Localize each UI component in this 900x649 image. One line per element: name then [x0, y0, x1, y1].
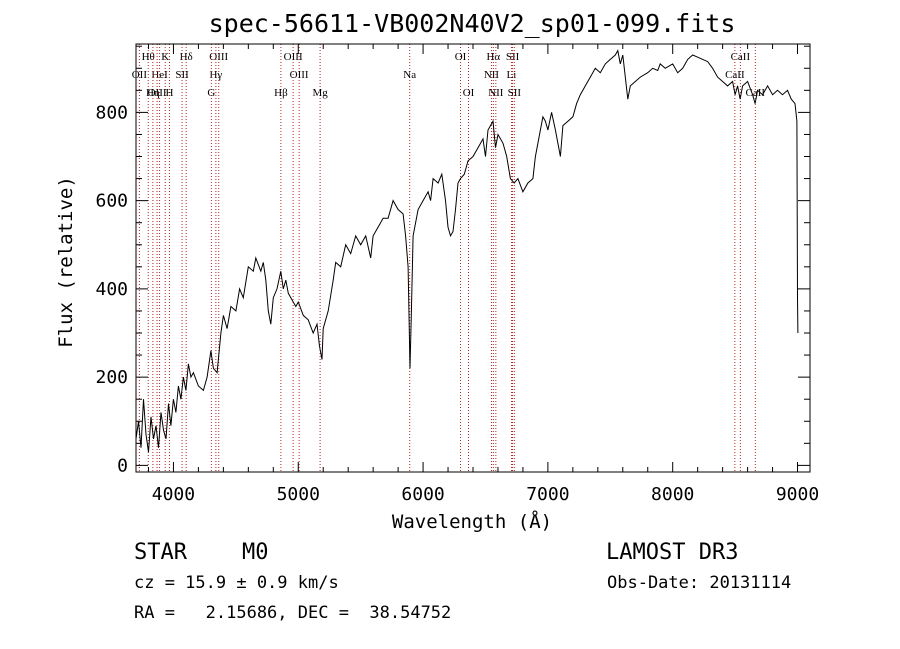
line-marker-label: OII — [132, 69, 148, 81]
line-marker-label: SII — [175, 69, 189, 81]
line-marker-label: Hη — [146, 87, 160, 99]
object-class: STAR — [134, 540, 187, 565]
redshift-cz: cz = 15.9 ± 0.9 km/s — [134, 573, 339, 593]
line-marker-label: Hδ — [180, 51, 193, 63]
obs-date: Obs-Date: 20131114 — [607, 573, 792, 593]
line-marker-label: Hα — [486, 51, 500, 63]
line-marker-label: OIII — [290, 69, 309, 81]
x-tick-label: 7000 — [526, 484, 569, 505]
line-marker-label: CaII — [746, 87, 766, 99]
line-marker-label: NII — [484, 69, 500, 81]
y-tick-label: 600 — [95, 191, 128, 212]
y-tick-label: 0 — [117, 455, 128, 476]
y-tick-label: 200 — [95, 367, 128, 388]
survey-name: LAMOST DR3 — [606, 540, 739, 565]
line-marker-label: HeI — [151, 69, 168, 81]
line-marker-label: H — [165, 87, 173, 99]
line-marker-label: Hγ — [209, 69, 222, 81]
line-marker-label: G — [207, 87, 215, 99]
spectrum-line — [135, 49, 799, 453]
y-tick-label: 400 — [95, 279, 128, 300]
line-marker-label: SII — [506, 51, 520, 63]
line-marker-label: OIII — [209, 51, 228, 63]
x-tick-label: 5000 — [277, 484, 320, 505]
line-marker-label: Hθ — [142, 51, 155, 63]
line-marker-label: Li — [507, 69, 517, 81]
line-marker-label: Mg — [312, 87, 328, 99]
y-axis-label: Flux (relative) — [55, 176, 77, 348]
line-marker-label: Hβ — [274, 87, 288, 99]
line-marker-label: CaII — [731, 51, 751, 63]
x-tick-label: 4000 — [152, 484, 195, 505]
line-marker-label: SII — [508, 87, 522, 99]
line-marker-label: OI — [455, 51, 467, 63]
x-tick-label: 6000 — [401, 484, 444, 505]
line-marker-label: K — [161, 51, 169, 63]
line-markers: Hθ K Hδ OIII OIII OI Hα SII CaII OII HeI SII Hγ OIII N… — [132, 44, 766, 472]
x-tick-label: 9000 — [776, 484, 819, 505]
ra-dec-coordinates: RA = 2.15686, DEC = 38.54752 — [134, 603, 452, 623]
line-marker-label: Na — [403, 69, 416, 81]
line-marker-label: OIII — [284, 51, 303, 63]
plot-frame — [135, 43, 811, 473]
x-tick-label: 8000 — [651, 484, 694, 505]
object-subclass: M0 — [242, 540, 269, 565]
line-marker-label: NII — [488, 87, 504, 99]
y-tick-label: 800 — [95, 102, 128, 123]
chart-title: spec-56611-VB002N40V2_sp01-099.fits — [209, 9, 736, 38]
axis-ticks: 4000 5000 6000 7000 8000 9000 0 200 400 600 800 — [95, 44, 819, 505]
line-marker-label: CaII — [725, 69, 745, 81]
line-marker-label: OI — [463, 87, 475, 99]
x-axis-label: Wavelength (Å) — [392, 510, 552, 533]
